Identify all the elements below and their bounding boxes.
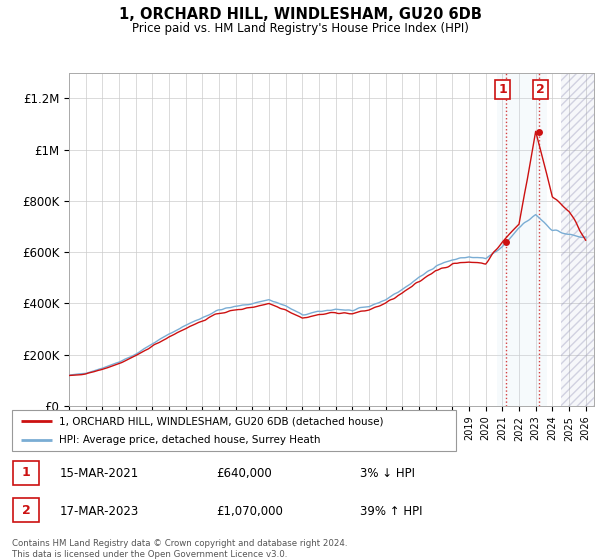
Text: HPI: Average price, detached house, Surrey Heath: HPI: Average price, detached house, Surr… [59, 435, 320, 445]
Text: 3% ↓ HPI: 3% ↓ HPI [360, 467, 415, 480]
Text: Price paid vs. HM Land Registry's House Price Index (HPI): Price paid vs. HM Land Registry's House … [131, 22, 469, 35]
Text: 15-MAR-2021: 15-MAR-2021 [60, 467, 139, 480]
Text: 1, ORCHARD HILL, WINDLESHAM, GU20 6DB: 1, ORCHARD HILL, WINDLESHAM, GU20 6DB [119, 7, 481, 22]
Text: 1: 1 [498, 83, 507, 96]
Text: Contains HM Land Registry data © Crown copyright and database right 2024.
This d: Contains HM Land Registry data © Crown c… [12, 539, 347, 559]
FancyBboxPatch shape [13, 498, 40, 522]
Text: 39% ↑ HPI: 39% ↑ HPI [360, 505, 422, 518]
Bar [497, 73, 547, 406]
Text: 2: 2 [22, 503, 31, 517]
Text: £1,070,000: £1,070,000 [216, 505, 283, 518]
Text: 2: 2 [536, 83, 545, 96]
FancyBboxPatch shape [13, 460, 40, 485]
Text: 17-MAR-2023: 17-MAR-2023 [60, 505, 139, 518]
Text: £640,000: £640,000 [216, 467, 272, 480]
Text: 1: 1 [22, 466, 31, 479]
FancyBboxPatch shape [12, 410, 456, 451]
Bar [560, 73, 594, 406]
Bar [560, 73, 594, 406]
Text: 1, ORCHARD HILL, WINDLESHAM, GU20 6DB (detached house): 1, ORCHARD HILL, WINDLESHAM, GU20 6DB (d… [59, 417, 383, 426]
